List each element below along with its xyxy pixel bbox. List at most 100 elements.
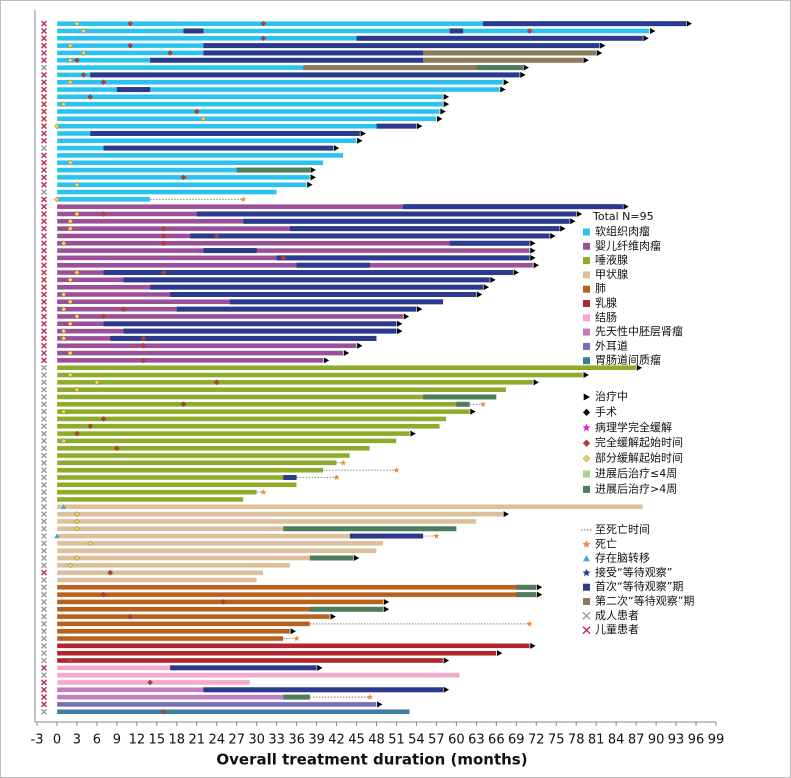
period-segment [116,87,151,93]
patient-age-marker [41,393,47,400]
patient-age-marker [41,408,47,415]
legend-symbol [582,454,591,463]
ongoing-arrow [417,123,423,130]
event-marker [260,20,267,27]
x-tick-label: 81 [588,733,605,748]
period-segment [296,262,370,268]
death-marker [480,401,486,407]
treatment-bar [56,123,417,129]
x-tick-label: -3 [31,733,44,748]
patient-age-marker [41,620,47,627]
event-marker [526,28,533,34]
treatment-bar [56,365,637,371]
ongoing-arrow [636,364,643,371]
patient-age-marker [41,64,47,71]
ongoing-arrow [533,262,539,269]
event-marker [54,533,60,539]
period-segment [403,204,623,210]
treatment-bar [56,379,534,386]
ongoing-arrow [490,276,496,283]
event-marker [67,657,74,664]
treatment-bar [56,548,377,554]
legend-swatch [583,257,590,265]
legend-label: 完全缓解起始时间 [595,435,683,449]
event-marker [74,20,80,27]
patient-age-marker [41,555,47,562]
event-marker [80,50,87,56]
event-marker [80,72,87,78]
patient-age-marker [41,269,47,276]
treatment-bar [56,94,444,100]
x-tick-label: 45 [348,733,365,748]
x-tick-label: 30 [248,733,265,748]
legend-symbol [583,598,590,605]
patient-age-marker [41,415,47,422]
period-segment [423,57,583,63]
period-segment [170,292,477,297]
patient-age-marker [41,576,47,583]
treatment-bar [56,555,354,561]
treatment-bar [56,416,447,422]
x-tick-label: 60 [448,733,465,748]
treatment-bar [56,672,460,678]
ongoing-arrow [383,606,390,613]
event-marker [100,79,107,86]
legend-label: 死亡 [595,536,617,550]
event-marker [74,386,80,393]
ongoing-arrow [650,27,656,34]
patient-age-marker [41,93,47,100]
treatment-bar [56,247,530,254]
event-marker [74,57,80,64]
event-marker [74,313,80,320]
ongoing-arrow [440,108,446,115]
treatment-bar [56,408,470,415]
patient-age-marker [41,489,47,496]
ongoing-arrow [583,372,589,379]
x-axis-title: Overall treatment duration (months) [216,751,527,769]
period-segment [90,72,520,78]
period-segment [456,401,470,407]
event-marker [74,555,80,561]
treatment-bar [56,562,291,569]
ongoing-arrow [496,650,503,657]
period-segment [176,306,417,312]
patient-age-marker [41,591,47,598]
period-segment [103,270,513,276]
treatment-bar [56,460,337,466]
legend-label: 甲状腺 [595,267,628,281]
treatment-bar [56,496,244,503]
death-marker [526,620,533,627]
ongoing-arrow [513,269,519,276]
legend-label: 手术 [595,404,617,418]
treatment-bar [56,189,277,195]
patient-age-marker [41,159,47,166]
patient-age-marker [41,511,47,518]
ongoing-arrow [523,64,529,71]
treatment-bar [56,350,344,356]
treatment-bar [56,613,331,620]
x-tick-label: 87 [628,733,645,748]
treatment-bar [56,628,291,634]
event-marker [94,379,100,386]
ongoing-arrow [576,210,583,217]
patient-age-marker [41,240,47,247]
event-marker [74,211,80,217]
patient-age-marker [41,284,47,291]
event-marker [213,233,220,239]
ongoing-arrow [520,71,526,78]
x-tick-label: 48 [368,733,385,748]
event-marker [54,196,60,203]
treatment-bar [56,694,311,700]
event-marker [87,540,94,547]
ongoing-arrow [360,130,366,137]
patient-age-marker [41,650,47,657]
patient-age-marker [41,481,47,488]
treatment-bar [56,591,537,598]
legend-label: 儿童患者 [595,622,639,636]
ongoing-arrow [550,232,556,239]
treatment-bar [56,709,410,715]
period-segment [103,321,397,327]
period-segment [349,533,424,539]
x-tick-label: 24 [208,733,225,748]
